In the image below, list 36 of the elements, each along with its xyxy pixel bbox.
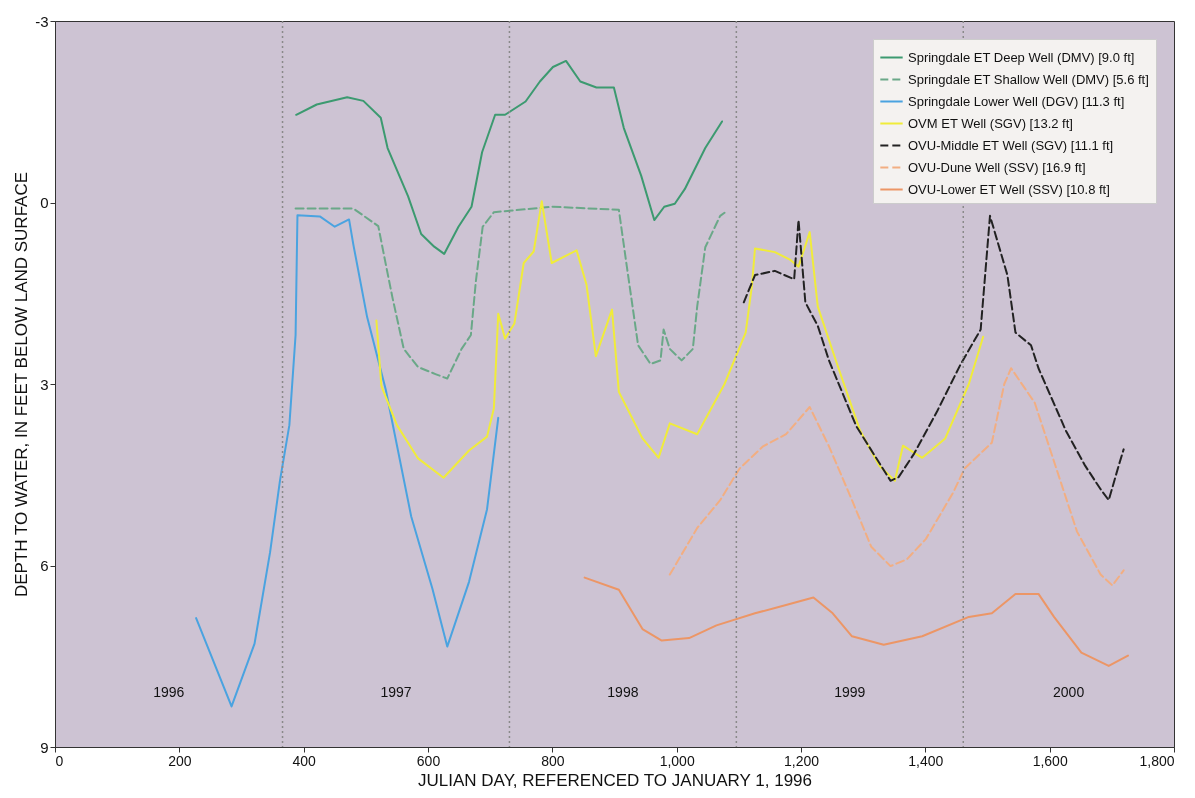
- y-tick-label: 9: [40, 738, 49, 756]
- line-series: [583, 576, 1129, 667]
- x-tick-label: 800: [541, 752, 565, 769]
- annotation: 1997: [380, 683, 412, 700]
- annotation: 1999: [834, 683, 866, 700]
- annotation: 1996: [153, 683, 185, 700]
- x-tick-label: 400: [292, 752, 317, 769]
- x-tick-label: 1,800: [1139, 752, 1175, 769]
- y-axis-title: DEPTH TO WATER, IN FEET BELOW LAND SURFACE: [12, 171, 32, 598]
- annotation: 2000: [1053, 683, 1085, 700]
- y-tick-label: -3: [35, 12, 49, 30]
- line-series: [195, 214, 500, 708]
- y-tick-label: 0: [40, 194, 49, 211]
- x-tick-label: 1,000: [659, 752, 695, 769]
- y-tick-label: 6: [40, 557, 49, 574]
- line-series: [295, 59, 724, 255]
- x-tick-label: 600: [416, 752, 441, 769]
- annotation: 1998: [607, 683, 639, 700]
- legend-label: Springdale Lower Well (DGV) [11.3 ft]: [908, 93, 1125, 109]
- legend-label: Springdale ET Shallow Well (DMV) [5.6 ft]: [908, 71, 1149, 87]
- legend-label: OVU-Middle ET Well (SGV) [11.1 ft]: [908, 137, 1114, 153]
- x-tick-label: 1,200: [783, 752, 820, 769]
- y-tick-label: 3: [40, 375, 49, 393]
- legend-label: Springdale ET Deep Well (DMV) [9.0 ft]: [908, 49, 1135, 65]
- line-series: [294, 205, 726, 380]
- x-tick-label: 0: [55, 752, 64, 769]
- line-series: [375, 200, 985, 482]
- line-series: [668, 367, 1125, 587]
- line-series: [742, 214, 1125, 502]
- legend-label: OVM ET Well (SGV) [13.2 ft]: [908, 115, 1073, 131]
- legend-label: OVU-Dune Well (SSV) [16.9 ft]: [908, 159, 1086, 175]
- x-axis-title: JULIAN DAY, REFERENCED TO JANUARY 1, 1996: [418, 770, 812, 790]
- x-tick-label: 200: [168, 752, 192, 769]
- legend-label: OVU-Lower ET Well (SSV) [10.8 ft]: [908, 181, 1110, 197]
- x-tick-label: 1,600: [1032, 752, 1068, 769]
- x-tick-label: 1,400: [908, 752, 944, 769]
